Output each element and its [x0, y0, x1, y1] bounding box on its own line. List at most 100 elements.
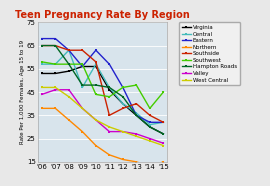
Northern — [121, 158, 124, 161]
Valley — [81, 107, 84, 109]
West Central — [135, 135, 138, 137]
Northern — [81, 130, 84, 133]
Northern — [67, 119, 70, 121]
Southwest — [121, 86, 124, 89]
Eastern — [135, 114, 138, 116]
Northern — [108, 154, 111, 156]
Virginia — [108, 89, 111, 91]
Southside — [108, 114, 111, 116]
Northern — [40, 107, 43, 109]
Eastern — [108, 63, 111, 65]
Southside — [162, 121, 165, 124]
Southside — [121, 107, 124, 109]
Valley — [94, 119, 97, 121]
Hampton Roads — [81, 84, 84, 86]
Line: Valley: Valley — [40, 88, 165, 145]
Hampton Roads — [54, 44, 57, 47]
Valley — [67, 89, 70, 91]
Legend: Virginia, Central, Eastern, Northern, Southside, Southwest, Hampton Roads, Valle: Virginia, Central, Eastern, Northern, So… — [179, 22, 240, 85]
Virginia — [40, 72, 43, 75]
Southside — [148, 114, 151, 116]
Line: Southwest: Southwest — [40, 60, 165, 110]
West Central — [121, 130, 124, 133]
Central — [121, 102, 124, 105]
Southwest — [135, 84, 138, 86]
West Central — [54, 86, 57, 89]
Valley — [162, 142, 165, 144]
West Central — [67, 96, 70, 98]
Hampton Roads — [121, 96, 124, 98]
Northern — [54, 107, 57, 109]
Southwest — [81, 63, 84, 65]
Line: Northern: Northern — [40, 107, 165, 168]
Central — [108, 86, 111, 89]
Southwest — [40, 61, 43, 63]
Valley — [54, 89, 57, 91]
Hampton Roads — [135, 114, 138, 116]
Virginia — [121, 102, 124, 105]
Eastern — [121, 86, 124, 89]
Northern — [162, 161, 165, 163]
Central — [148, 124, 151, 126]
Central — [135, 112, 138, 114]
Title: Teen Pregnancy Rate By Region: Teen Pregnancy Rate By Region — [15, 10, 190, 20]
Southwest — [94, 93, 97, 95]
Southside — [40, 44, 43, 47]
Southwest — [148, 107, 151, 109]
Northern — [94, 144, 97, 147]
Northern — [148, 165, 151, 168]
Southside — [135, 102, 138, 105]
Valley — [148, 137, 151, 140]
Central — [54, 63, 57, 65]
Line: Eastern: Eastern — [40, 37, 165, 124]
Eastern — [40, 37, 43, 40]
Valley — [121, 130, 124, 133]
Virginia — [81, 65, 84, 68]
Valley — [108, 130, 111, 133]
Eastern — [148, 121, 151, 124]
Central — [94, 63, 97, 65]
Eastern — [81, 65, 84, 68]
West Central — [94, 119, 97, 121]
Southside — [81, 49, 84, 51]
Hampton Roads — [108, 86, 111, 89]
Central — [40, 63, 43, 65]
Southside — [94, 61, 97, 63]
Virginia — [67, 70, 70, 72]
Central — [81, 86, 84, 89]
Eastern — [162, 121, 165, 124]
Eastern — [54, 37, 57, 40]
Southwest — [162, 91, 165, 93]
Virginia — [94, 65, 97, 68]
Hampton Roads — [148, 126, 151, 128]
Southwest — [108, 96, 111, 98]
Southside — [67, 49, 70, 51]
Hampton Roads — [94, 84, 97, 86]
Valley — [40, 93, 43, 95]
Virginia — [162, 133, 165, 135]
Virginia — [148, 126, 151, 128]
Line: Virginia: Virginia — [40, 65, 165, 135]
Hampton Roads — [40, 44, 43, 47]
West Central — [162, 144, 165, 147]
Eastern — [67, 49, 70, 51]
Virginia — [135, 114, 138, 116]
Eastern — [94, 49, 97, 51]
West Central — [148, 140, 151, 142]
Northern — [135, 161, 138, 163]
Line: Hampton Roads: Hampton Roads — [40, 44, 165, 135]
Southwest — [54, 63, 57, 65]
Valley — [135, 133, 138, 135]
Line: Central: Central — [40, 49, 165, 126]
Y-axis label: Rate Per 1,000 Females, Age 15 to 19: Rate Per 1,000 Females, Age 15 to 19 — [21, 40, 25, 144]
Line: Southside: Southside — [40, 44, 165, 124]
Central — [67, 49, 70, 51]
West Central — [108, 126, 111, 128]
Hampton Roads — [162, 133, 165, 135]
Southside — [54, 44, 57, 47]
Virginia — [54, 72, 57, 75]
Hampton Roads — [67, 63, 70, 65]
West Central — [40, 86, 43, 89]
Line: West Central: West Central — [40, 86, 165, 147]
Southwest — [67, 63, 70, 65]
